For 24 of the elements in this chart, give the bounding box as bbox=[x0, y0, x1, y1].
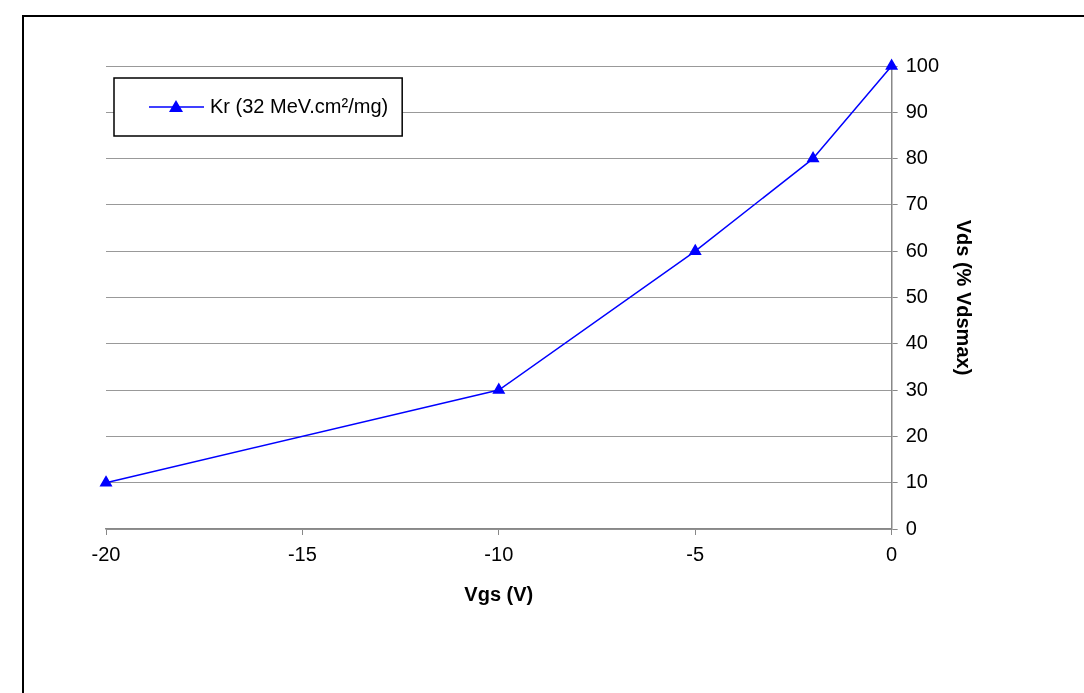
y-tick-label: 30 bbox=[905, 377, 928, 400]
x-axis-title: Vgs (V) bbox=[464, 582, 534, 605]
point bbox=[885, 59, 898, 70]
y-tick-label: 10 bbox=[905, 470, 928, 493]
legend-label: Kr (32 MeV.cm²/mg) bbox=[210, 94, 389, 117]
x-tick-label: -10 bbox=[484, 542, 514, 565]
y-tick-label: 20 bbox=[905, 423, 928, 446]
x-tick-label: -20 bbox=[91, 542, 121, 565]
y-tick-label: 50 bbox=[905, 285, 928, 308]
y-tick-label: 90 bbox=[905, 99, 928, 122]
y-tick-label: 100 bbox=[905, 53, 940, 76]
y-tick-label: 80 bbox=[905, 146, 928, 169]
y-axis-title: Vds (% Vdsmax) bbox=[953, 219, 976, 376]
y-tick-label: 0 bbox=[905, 516, 917, 539]
y-tick-label: 70 bbox=[905, 192, 928, 215]
y-tick-label: 60 bbox=[905, 238, 928, 261]
x-tick-label: -15 bbox=[287, 542, 317, 565]
x-tick-label: -5 bbox=[686, 542, 705, 565]
point bbox=[689, 244, 702, 255]
point bbox=[100, 475, 112, 487]
y-tick-label: 40 bbox=[905, 331, 928, 354]
x-tick-label: 0 bbox=[886, 542, 898, 565]
point bbox=[807, 151, 820, 163]
point bbox=[492, 383, 505, 394]
